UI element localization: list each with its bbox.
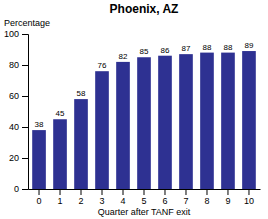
data-label: 45: [56, 109, 65, 118]
x-tick-label: 3: [100, 196, 105, 206]
x-tick-label: 4: [120, 196, 125, 206]
y-tick-label: 60: [9, 91, 19, 101]
bar: [242, 51, 256, 189]
x-tick-mark: [227, 189, 228, 195]
y-tick-mark: [22, 189, 28, 190]
data-label: 88: [203, 43, 212, 52]
x-tick: 9: [225, 189, 230, 206]
y-tick-mark: [22, 65, 28, 66]
data-label: 88: [224, 43, 233, 52]
x-tick: 8: [204, 189, 209, 206]
x-tick-label: 5: [141, 196, 146, 206]
x-tick-label: 8: [204, 196, 209, 206]
bar: [95, 71, 109, 189]
y-tick-label: 100: [4, 29, 19, 39]
y-axis-label: Percentage: [4, 18, 50, 28]
y-tick: 60: [9, 91, 28, 101]
y-tick-label: 80: [9, 60, 19, 70]
x-tick: 0: [37, 189, 42, 206]
x-tick-mark: [144, 189, 145, 195]
y-axis-line: [22, 35, 29, 190]
bar: [116, 62, 130, 189]
bar: [158, 56, 172, 189]
data-label: 86: [161, 46, 170, 55]
y-tick: 100: [4, 29, 28, 39]
x-axis-label: Quarter after TANF exit: [98, 207, 191, 217]
x-tick: 3: [100, 189, 105, 206]
data-label: 76: [98, 61, 107, 70]
y-tick-mark: [22, 158, 28, 159]
bar: [221, 53, 235, 189]
plot: 3845587682858687888889012345678910020406…: [4, 29, 261, 206]
x-tick-mark: [123, 189, 124, 195]
bar: [74, 99, 88, 189]
y-tick: 0: [14, 184, 28, 194]
x-tick-label: 9: [225, 196, 230, 206]
x-tick-mark: [39, 189, 40, 195]
y-tick-label: 40: [9, 122, 19, 132]
y-tick: 40: [9, 122, 28, 132]
x-tick: 5: [141, 189, 146, 206]
chart: Phoenix, AZ38455876828586878888890123456…: [0, 0, 268, 219]
x-tick-mark: [185, 189, 186, 195]
x-tick-label: 1: [58, 196, 63, 206]
bar: [200, 53, 214, 189]
x-tick: 4: [120, 189, 125, 206]
x-tick-mark: [81, 189, 82, 195]
data-label: 38: [35, 120, 44, 129]
bar: [179, 54, 193, 189]
x-tick-mark: [102, 189, 103, 195]
bars: [32, 51, 256, 189]
x-tick-label: 0: [37, 196, 42, 206]
x-tick-mark: [60, 189, 61, 195]
x-tick-label: 6: [162, 196, 167, 206]
x-tick-label: 10: [244, 196, 254, 206]
x-tick-mark: [164, 189, 165, 195]
y-tick: 20: [9, 153, 28, 163]
data-labels: 38 45 58 76 82 85 86 87 88 88 89: [35, 41, 254, 129]
data-label: 89: [245, 41, 254, 50]
y-tick-mark: [22, 34, 28, 35]
data-label: 82: [119, 52, 128, 61]
y-tick-label: 0: [14, 184, 19, 194]
x-axis: 0 1 2 3 4 5 6 7 8 9 10: [29, 189, 261, 206]
y-tick: 80: [9, 60, 28, 70]
x-tick: 7: [183, 189, 188, 206]
x-tick: 6: [162, 189, 167, 206]
bar: [32, 130, 46, 189]
data-label: 87: [182, 44, 191, 53]
y-axis: 0 20 40 60 80 100: [4, 29, 29, 194]
x-tick-mark: [248, 189, 249, 195]
bar: [53, 119, 67, 189]
title: Phoenix, AZ: [110, 2, 179, 16]
x-tick: 1: [58, 189, 63, 206]
y-tick-label: 20: [9, 153, 19, 163]
x-tick-label: 2: [79, 196, 84, 206]
x-tick-label: 7: [183, 196, 188, 206]
data-label: 58: [77, 89, 86, 98]
bar: [137, 57, 151, 189]
x-tick: 10: [244, 189, 254, 206]
x-tick: 2: [79, 189, 84, 206]
y-tick-mark: [22, 96, 28, 97]
data-label: 85: [140, 47, 149, 56]
x-tick-mark: [206, 189, 207, 195]
y-tick-mark: [22, 127, 28, 128]
